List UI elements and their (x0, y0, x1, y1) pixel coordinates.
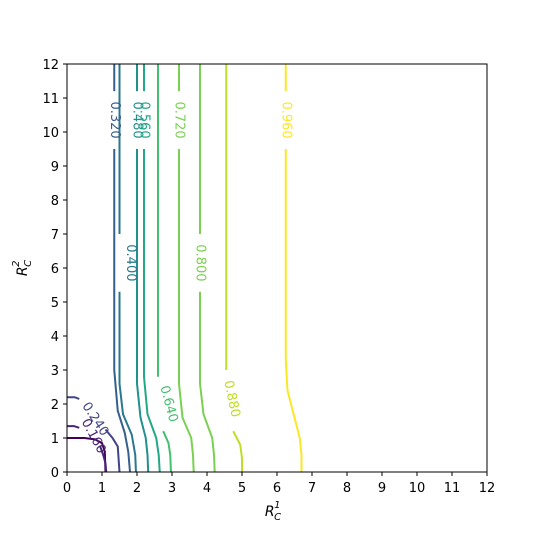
x-axis-label-sup: 1 (274, 500, 280, 511)
x-tick-label: 10 (409, 481, 426, 496)
y-tick-label: 5 (51, 296, 59, 311)
x-tick-label: 8 (343, 481, 351, 496)
y-axis-label-main: R (15, 266, 31, 276)
contour-line-0.880-b (232, 430, 243, 472)
x-tick-label: 0 (63, 481, 71, 496)
contour-line-0.800-b (199, 291, 216, 473)
contour-line-0.160 (67, 425, 80, 429)
contour-label-0.480: 0.480 (130, 101, 145, 138)
x-tick-label: 11 (444, 481, 461, 496)
contour-line-0.720-b (178, 149, 195, 473)
x-axis-label-sub: C (274, 512, 281, 523)
contour-line-0.560-b (143, 149, 161, 473)
y-tick-label: 1 (51, 432, 59, 447)
contour-label-0.800: 0.800 (193, 244, 208, 281)
y-tick-label: 10 (42, 126, 59, 141)
y-tick-label: 4 (51, 330, 59, 345)
x-tick-label: 4 (203, 481, 211, 496)
x-axis-label-main: R (265, 504, 275, 520)
x-tick-label: 1 (98, 481, 106, 496)
contour-label-0.880: 0.880 (220, 379, 242, 419)
contour-label-0.720: 0.720 (172, 101, 187, 138)
y-tick-label: 2 (51, 398, 59, 413)
y-axis-label-sub: C (23, 260, 34, 267)
contour-line-0.240 (67, 396, 80, 400)
y-tick-label: 9 (51, 160, 59, 175)
contour-labels: 0.1600.2400.3200.4000.4800.5600.6400.720… (78, 101, 293, 456)
contour-line-0.320-b (113, 149, 131, 473)
y-tick-label: 8 (51, 194, 59, 209)
x-tick-label: 9 (378, 481, 386, 496)
x-tick-label: 3 (168, 481, 176, 496)
contour-label-0.320: 0.320 (107, 101, 122, 138)
x-axis-ticks: 0 1 2 3 4 5 6 7 8 9 10 11 12 (63, 472, 495, 496)
y-tick-label: 11 (42, 92, 59, 107)
contour-line-0.080 (67, 437, 107, 473)
x-tick-label: 12 (479, 481, 496, 496)
x-axis-label: RC1 (265, 500, 281, 523)
contour-line-0.960-b (284, 149, 303, 472)
y-tick-label: 0 (51, 466, 59, 481)
y-tick-label: 7 (51, 228, 59, 243)
y-tick-label: 3 (51, 364, 59, 379)
contour-line-0.640-b (162, 430, 172, 473)
contour-label-0.960: 0.960 (278, 101, 293, 138)
contour-line-0.240-b (104, 428, 121, 473)
x-tick-label: 6 (273, 481, 281, 496)
y-axis-label-sup: 2 (11, 261, 22, 267)
y-tick-label: 12 (42, 58, 59, 73)
x-tick-label: 7 (308, 481, 316, 496)
y-axis-label: RC2 (11, 260, 34, 276)
contour-label-0.640: 0.640 (156, 384, 180, 424)
contour-label-0.400: 0.400 (123, 244, 138, 281)
x-tick-label: 2 (133, 481, 141, 496)
y-tick-label: 6 (51, 262, 59, 277)
contour-lines (67, 64, 303, 473)
contour-label-0.560: 0.560 (137, 101, 152, 138)
contour-line-0.400-b (118, 291, 137, 473)
contour-line-0.160-b (99, 446, 108, 473)
contour-line-0.480-b (136, 149, 150, 473)
x-tick-label: 5 (238, 481, 246, 496)
